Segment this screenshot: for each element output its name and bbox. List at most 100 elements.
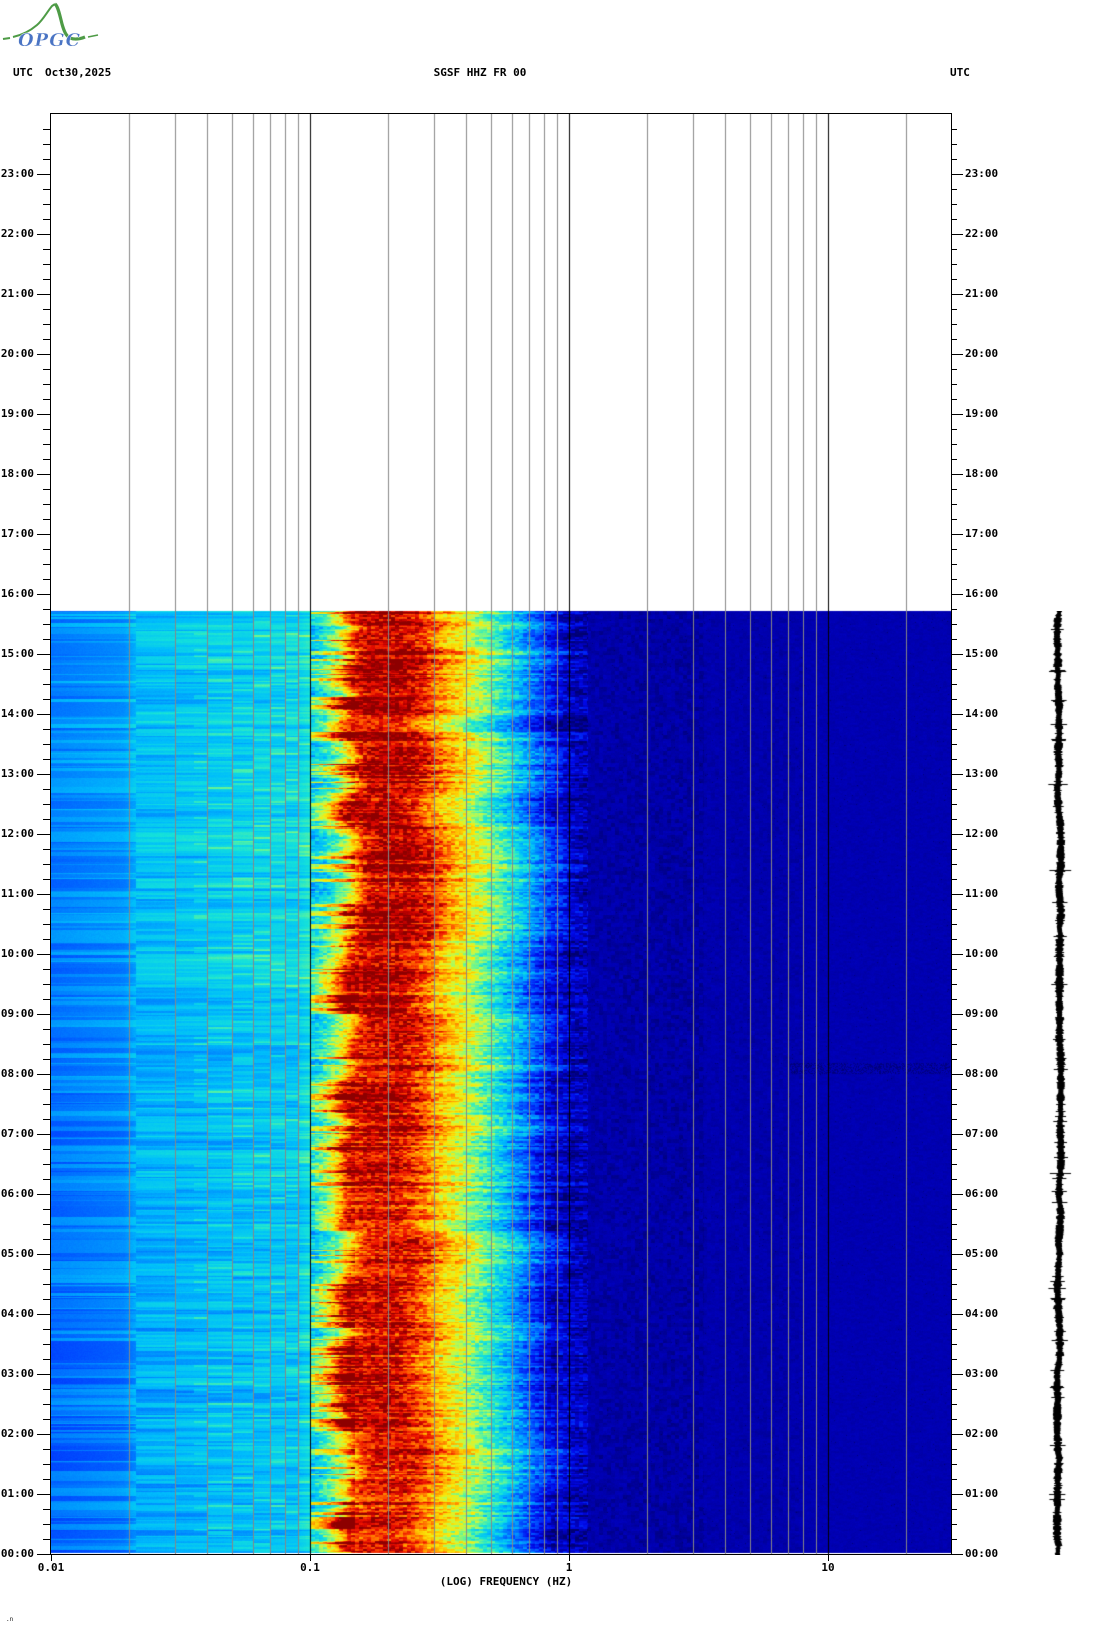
y-minor-tick-left <box>43 1329 50 1330</box>
y-axis-label-left: 01:00 <box>0 1487 34 1500</box>
y-minor-tick-left <box>43 519 50 520</box>
y-axis-label-left: 11:00 <box>0 887 34 900</box>
y-minor-tick-left <box>43 1224 50 1225</box>
y-hour-tick-right <box>951 534 963 535</box>
y-minor-tick-right <box>951 699 957 700</box>
y-axis-label-left: 16:00 <box>0 587 34 600</box>
y-hour-tick-left <box>37 594 50 595</box>
y-hour-tick-right <box>951 714 963 715</box>
y-hour-tick-left <box>37 1554 50 1555</box>
y-hour-tick-right <box>951 474 963 475</box>
x-tick <box>828 1555 829 1561</box>
y-minor-tick-right <box>951 924 957 925</box>
y-minor-tick-left <box>43 969 50 970</box>
plot-frame <box>50 113 952 1555</box>
y-axis-label-right: 06:00 <box>965 1187 999 1200</box>
y-minor-tick-left <box>43 1269 50 1270</box>
y-minor-tick-right <box>951 399 957 400</box>
y-minor-tick-right <box>951 369 957 370</box>
y-minor-tick-right <box>951 1224 957 1225</box>
y-minor-tick-right <box>951 429 957 430</box>
y-hour-tick-right <box>951 654 963 655</box>
y-hour-tick-right <box>951 954 963 955</box>
y-minor-tick-right <box>951 444 957 445</box>
y-axis-label-right: 12:00 <box>965 827 999 840</box>
y-minor-tick-right <box>951 729 957 730</box>
y-axis-label-right: 10:00 <box>965 947 999 960</box>
y-minor-tick-left <box>43 864 50 865</box>
y-minor-tick-right <box>951 1284 957 1285</box>
y-axis-label-left: 07:00 <box>0 1127 34 1140</box>
y-minor-tick-left <box>43 219 50 220</box>
y-minor-tick-left <box>43 504 50 505</box>
y-minor-tick-right <box>951 1344 957 1345</box>
x-axis-label: 1 <box>565 1561 573 1574</box>
y-hour-tick-left <box>37 774 50 775</box>
y-hour-tick-left <box>37 1194 50 1195</box>
y-minor-tick-right <box>951 624 957 625</box>
y-minor-tick-left <box>43 1284 50 1285</box>
y-minor-tick-left <box>43 384 50 385</box>
y-minor-tick-left <box>43 549 50 550</box>
x-axis-title: (LOG) FREQUENCY (HZ) <box>439 1575 573 1588</box>
logo-ridge-left <box>12 3 56 38</box>
y-minor-tick-right <box>951 684 957 685</box>
y-axis-label-right: 14:00 <box>965 707 999 720</box>
y-minor-tick-left <box>43 459 50 460</box>
y-axis-label-left: 00:00 <box>0 1547 34 1560</box>
y-hour-tick-left <box>37 1254 50 1255</box>
y-axis-label-right: 21:00 <box>965 287 999 300</box>
y-minor-tick-left <box>43 1149 50 1150</box>
y-minor-tick-right <box>951 264 957 265</box>
y-axis-label-left: 18:00 <box>0 467 34 480</box>
y-minor-tick-right <box>951 1104 957 1105</box>
y-axis-label-right: 18:00 <box>965 467 999 480</box>
y-minor-tick-right <box>951 204 957 205</box>
y-minor-tick-left <box>43 1419 50 1420</box>
y-minor-tick-left <box>43 159 50 160</box>
y-minor-tick-left <box>43 279 50 280</box>
y-minor-tick-right <box>951 669 957 670</box>
y-axis-label-right: 08:00 <box>965 1067 999 1080</box>
y-minor-tick-left <box>43 909 50 910</box>
y-minor-tick-left <box>43 849 50 850</box>
y-minor-tick-right <box>951 1149 957 1150</box>
y-minor-tick-right <box>951 759 957 760</box>
y-hour-tick-left <box>37 1134 50 1135</box>
y-hour-tick-right <box>951 1254 963 1255</box>
y-minor-tick-right <box>951 384 957 385</box>
y-hour-tick-left <box>37 174 50 175</box>
y-hour-tick-right <box>951 234 963 235</box>
y-hour-tick-right <box>951 894 963 895</box>
y-minor-tick-left <box>43 669 50 670</box>
y-minor-tick-right <box>951 1404 957 1405</box>
logo-ridge-dash <box>2 37 11 40</box>
y-axis-label-left: 10:00 <box>0 947 34 960</box>
y-minor-tick-left <box>43 429 50 430</box>
y-minor-tick-right <box>951 339 957 340</box>
y-minor-tick-right <box>951 549 957 550</box>
y-axis-label-left: 13:00 <box>0 767 34 780</box>
y-minor-tick-left <box>43 1404 50 1405</box>
y-minor-tick-right <box>951 1539 957 1540</box>
y-minor-tick-left <box>43 1389 50 1390</box>
y-hour-tick-left <box>37 954 50 955</box>
y-minor-tick-left <box>43 1449 50 1450</box>
y-axis-label-left: 12:00 <box>0 827 34 840</box>
logo-text: OPGC <box>18 30 81 51</box>
y-minor-tick-right <box>951 1389 957 1390</box>
logo-ridge-right <box>87 34 99 38</box>
y-axis-label-right: 20:00 <box>965 347 999 360</box>
y-minor-tick-right <box>951 1419 957 1420</box>
y-minor-tick-right <box>951 1029 957 1030</box>
y-axis-label-left: 08:00 <box>0 1067 34 1080</box>
y-minor-tick-right <box>951 1509 957 1510</box>
y-minor-tick-right <box>951 1299 957 1300</box>
y-hour-tick-left <box>37 714 50 715</box>
x-axis-label: 0.1 <box>300 1561 320 1574</box>
y-minor-tick-right <box>951 1239 957 1240</box>
y-minor-tick-right <box>951 249 957 250</box>
y-minor-tick-right <box>951 909 957 910</box>
y-axis-label-right: 19:00 <box>965 407 999 420</box>
y-minor-tick-left <box>43 489 50 490</box>
